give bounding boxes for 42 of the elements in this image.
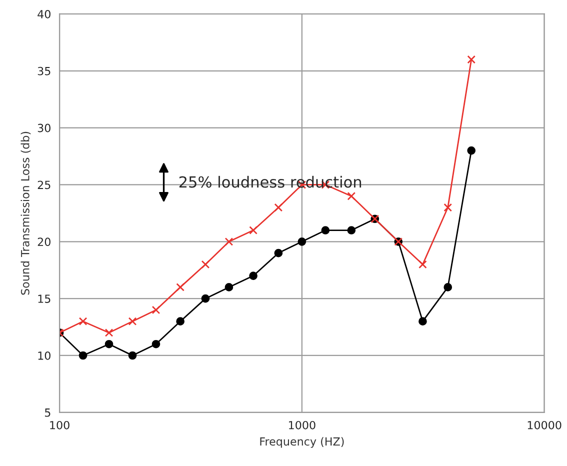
point	[347, 226, 356, 234]
point	[444, 283, 452, 292]
point	[201, 260, 210, 269]
point	[104, 328, 114, 337]
point	[274, 248, 283, 258]
point	[298, 237, 306, 246]
y-tick-label: 20	[38, 238, 50, 246]
x-axis-title: Frequency (HZ)	[260, 437, 344, 448]
y-tick-label: 25	[38, 180, 50, 190]
point	[224, 283, 234, 292]
point	[78, 317, 88, 326]
point	[249, 226, 258, 234]
y-tick-label: 40	[38, 10, 50, 18]
y-axis-title: Sound Transmission Loss (db)	[20, 132, 31, 295]
y-tick-label: 10	[38, 351, 50, 360]
point	[104, 340, 114, 348]
x-tick-label: 100	[50, 420, 70, 430]
y-tick-label: 35	[38, 66, 50, 76]
point	[249, 272, 258, 280]
point	[467, 146, 476, 155]
point	[444, 203, 452, 212]
y-tick-label: 5	[44, 408, 50, 417]
point	[176, 317, 184, 326]
point	[347, 192, 356, 200]
y-tick-label: 15	[38, 294, 50, 303]
point	[274, 203, 283, 212]
point	[152, 340, 160, 348]
point	[201, 294, 210, 303]
point	[418, 317, 427, 326]
point	[128, 351, 137, 360]
point	[176, 283, 184, 292]
x-tick-label: 1000	[289, 420, 316, 430]
point	[152, 306, 160, 314]
x-tick-label: 10000	[528, 420, 562, 430]
point	[78, 351, 88, 360]
point	[128, 317, 137, 326]
point	[467, 55, 476, 64]
y-tick-label: 30	[38, 124, 50, 132]
point	[418, 260, 427, 269]
point	[224, 237, 234, 246]
annotation: 25% loudness reduction	[179, 176, 362, 188]
point	[321, 226, 330, 234]
